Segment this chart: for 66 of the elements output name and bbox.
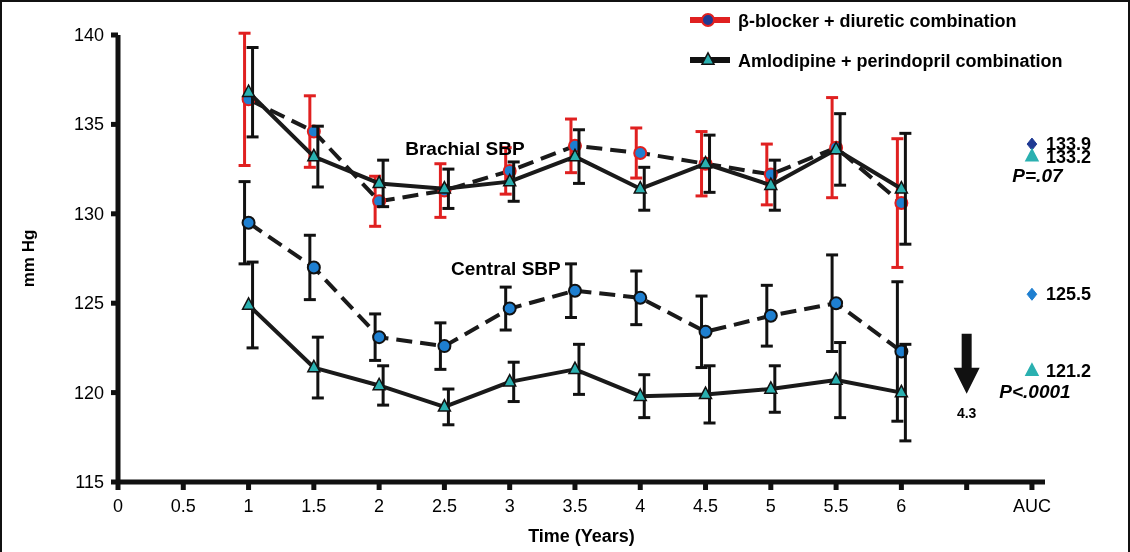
x-axis-title: Time (Years)	[528, 526, 635, 546]
y-tick-label: 130	[73, 203, 104, 224]
point	[698, 386, 713, 400]
point	[372, 377, 386, 391]
x-tick-label: 4	[635, 496, 646, 516]
point	[1026, 137, 1038, 151]
y-tick-label: 135	[73, 114, 104, 135]
point	[502, 373, 517, 387]
point	[372, 330, 387, 345]
point	[764, 381, 778, 394]
x-tick-label: 4.5	[693, 496, 719, 516]
y-axis-title: mm Hg	[19, 229, 38, 288]
point	[633, 146, 648, 161]
x-tick-label: 1	[243, 496, 254, 516]
annotation: Brachial SBP	[405, 137, 525, 159]
legend-label: Amlodipine + perindopril combination	[738, 51, 1063, 71]
point	[698, 324, 713, 339]
point	[894, 180, 909, 194]
x-tick-label: 6	[896, 496, 907, 516]
x-tick-label: 3	[504, 496, 515, 516]
point	[437, 398, 452, 412]
point	[307, 148, 321, 162]
data-label: 125.5	[1045, 284, 1091, 305]
y-tick-label: 115	[75, 472, 104, 492]
data-label: 121.2	[1045, 361, 1091, 382]
y-tick-label: 125	[73, 293, 104, 314]
point	[437, 180, 452, 194]
point	[633, 180, 647, 194]
point	[633, 388, 647, 402]
annotation: Central SBP	[450, 257, 562, 279]
x-tick-label: 0.5	[170, 496, 196, 516]
point	[306, 260, 321, 275]
point	[307, 359, 321, 373]
point	[829, 372, 843, 386]
x-tick-label: AUC	[1012, 496, 1051, 516]
point	[1026, 287, 1038, 301]
point	[763, 308, 778, 323]
annotation: 4.3	[956, 404, 977, 421]
annotation: P<.0001	[999, 380, 1071, 402]
point	[1025, 148, 1039, 162]
x-tick-label: 0	[112, 496, 124, 516]
point	[894, 384, 909, 398]
point	[437, 339, 452, 354]
point	[568, 148, 582, 162]
legend-label: β-blocker + diuretic combination	[738, 11, 1017, 31]
y-tick-label: 120	[73, 382, 104, 403]
annotation: P=.07	[1012, 164, 1064, 186]
x-tick-label: 1.5	[301, 496, 327, 516]
point	[1025, 363, 1039, 377]
point	[829, 296, 844, 311]
point	[241, 297, 256, 310]
point	[567, 283, 582, 298]
point	[568, 361, 582, 375]
point	[241, 215, 256, 230]
point	[502, 173, 517, 187]
point	[502, 301, 517, 316]
x-tick-label: 5	[765, 496, 776, 516]
y-tick-label: 140	[73, 25, 104, 45]
x-tick-label: 2	[374, 496, 385, 516]
x-tick-label: 3.5	[562, 496, 588, 516]
point	[241, 84, 256, 98]
point	[372, 175, 386, 189]
point	[764, 177, 778, 191]
point	[633, 290, 648, 305]
x-tick-label: 5.5	[823, 496, 849, 516]
x-tick-label: 2.5	[431, 496, 457, 516]
